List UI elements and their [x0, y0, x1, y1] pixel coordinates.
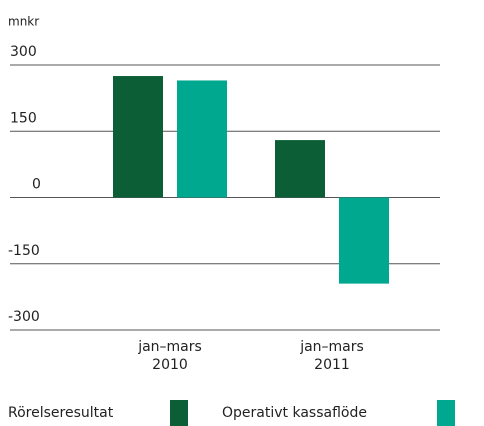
- legend-swatch: [437, 400, 455, 426]
- legend-label: Operativt kassaflöde: [222, 405, 367, 421]
- legend-swatch: [170, 400, 188, 426]
- x-tick-label-box: jan–mars 2010: [138, 339, 202, 373]
- bar: [339, 197, 389, 284]
- y-axis-label: mnkr: [8, 15, 39, 29]
- x-tick-label: jan–mars 2010: [138, 339, 202, 373]
- y-tick-label: -150: [8, 243, 40, 259]
- x-tick-label-box: jan–mars 2011: [300, 339, 364, 373]
- bar: [177, 80, 227, 198]
- y-tick-label: -300: [8, 309, 40, 325]
- y-tick-label: 0: [32, 177, 41, 193]
- bar: [113, 76, 163, 198]
- legend-label: Rörelseresultat: [8, 405, 114, 421]
- y-tick-label: 150: [10, 110, 37, 126]
- x-tick-label: jan–mars 2011: [300, 339, 364, 373]
- y-tick-label: 300: [10, 44, 37, 60]
- bar: [275, 140, 325, 198]
